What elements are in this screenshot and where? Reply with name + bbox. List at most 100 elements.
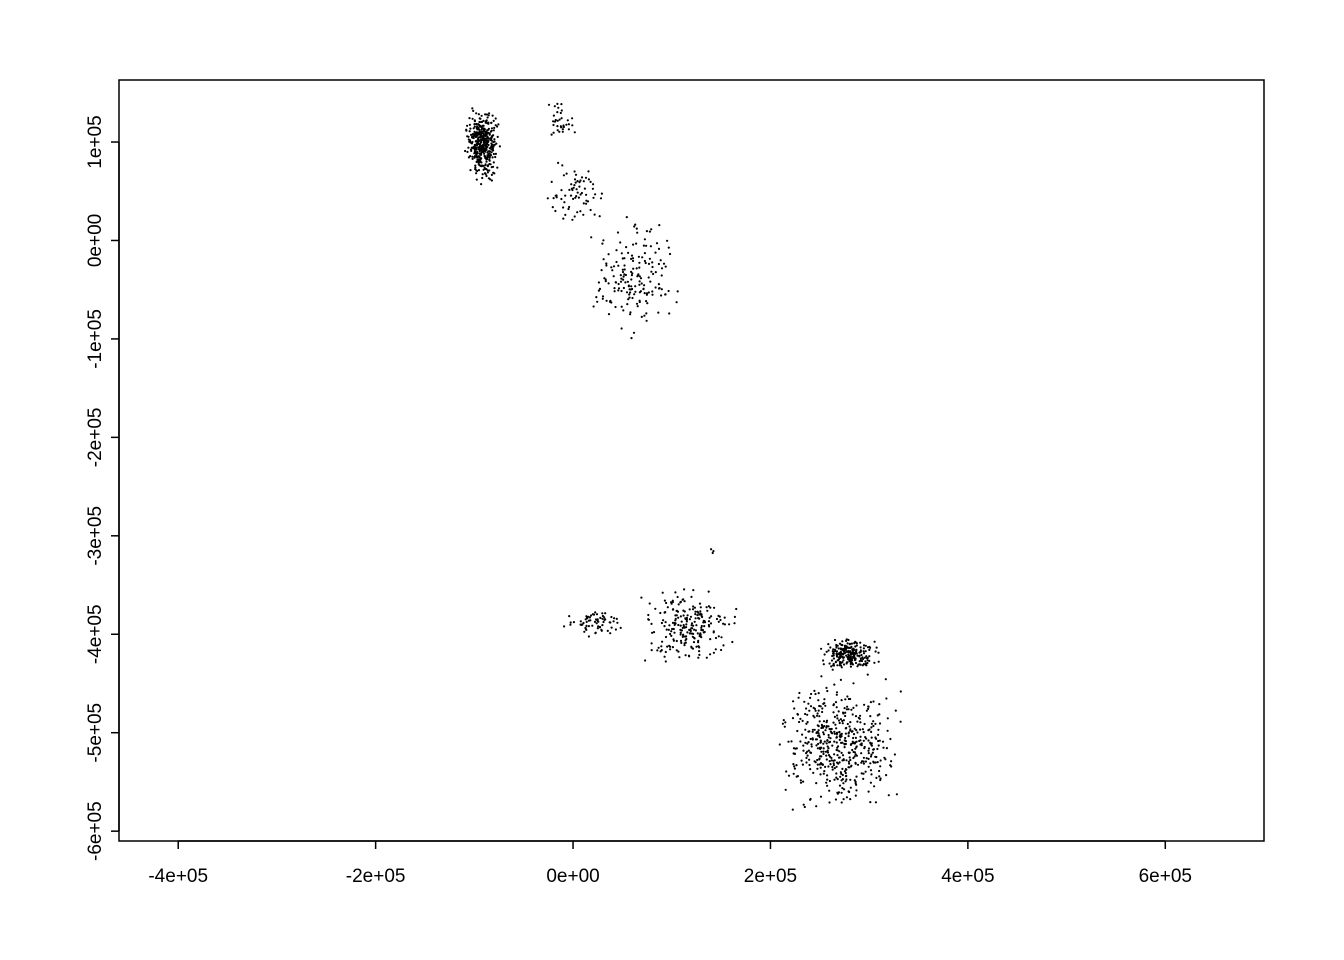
data-point bbox=[843, 644, 847, 647]
data-point bbox=[818, 736, 821, 739]
data-point bbox=[862, 647, 866, 650]
data-point bbox=[828, 740, 832, 744]
data-point bbox=[861, 728, 865, 731]
data-point bbox=[853, 755, 856, 758]
data-point bbox=[600, 628, 603, 631]
data-point bbox=[645, 312, 648, 315]
data-point bbox=[807, 749, 811, 752]
data-point bbox=[491, 143, 494, 146]
data-point bbox=[862, 731, 865, 734]
data-point bbox=[677, 603, 680, 606]
data-point bbox=[825, 650, 828, 653]
data-point bbox=[601, 612, 604, 615]
data-point bbox=[878, 769, 881, 773]
data-point bbox=[668, 252, 672, 256]
data-point bbox=[634, 290, 637, 293]
x-tick-label: 2e+05 bbox=[744, 866, 797, 887]
data-point bbox=[876, 747, 879, 751]
data-point bbox=[478, 120, 481, 124]
data-point bbox=[812, 771, 815, 775]
data-point bbox=[854, 657, 857, 660]
data-point bbox=[799, 781, 803, 784]
data-point bbox=[679, 624, 682, 627]
data-point bbox=[469, 139, 472, 142]
data-point bbox=[484, 150, 487, 153]
data-point bbox=[604, 618, 607, 621]
x-tick-label: -4e+05 bbox=[148, 866, 208, 887]
data-point bbox=[844, 698, 847, 701]
data-point bbox=[877, 651, 880, 654]
data-point bbox=[480, 120, 483, 124]
data-point bbox=[719, 618, 722, 622]
data-point bbox=[670, 601, 673, 604]
data-point bbox=[668, 312, 671, 315]
data-point bbox=[603, 616, 606, 619]
data-point bbox=[839, 775, 842, 778]
data-point bbox=[833, 753, 836, 756]
data-point bbox=[660, 267, 664, 270]
data-point bbox=[672, 627, 675, 631]
data-point bbox=[839, 647, 843, 650]
data-point bbox=[471, 147, 474, 150]
data-point bbox=[817, 699, 820, 702]
data-point bbox=[828, 760, 831, 763]
data-point bbox=[643, 259, 647, 263]
data-point bbox=[568, 188, 571, 191]
data-point bbox=[471, 157, 474, 160]
data-point bbox=[685, 623, 688, 626]
data-point bbox=[671, 627, 674, 631]
data-point bbox=[590, 236, 593, 239]
data-point bbox=[488, 169, 491, 172]
data-point bbox=[846, 642, 849, 645]
data-point bbox=[781, 722, 785, 725]
data-point bbox=[645, 300, 648, 303]
data-point bbox=[473, 156, 476, 159]
data-point bbox=[826, 778, 829, 781]
data-point bbox=[559, 125, 563, 128]
data-point bbox=[480, 151, 483, 155]
data-point bbox=[633, 225, 636, 228]
data-point bbox=[879, 759, 882, 762]
data-point bbox=[833, 715, 837, 719]
data-point bbox=[596, 627, 599, 630]
data-point bbox=[671, 621, 675, 625]
data-point bbox=[607, 253, 610, 256]
data-point bbox=[621, 268, 624, 271]
y-tick-label: -3e+05 bbox=[85, 506, 106, 566]
data-point bbox=[853, 742, 856, 745]
data-point bbox=[809, 696, 812, 700]
data-point bbox=[845, 796, 849, 799]
data-point bbox=[890, 760, 893, 763]
data-point bbox=[841, 773, 844, 777]
data-point bbox=[864, 650, 867, 653]
data-point bbox=[817, 742, 820, 746]
data-point bbox=[852, 706, 855, 710]
data-point bbox=[602, 620, 605, 624]
data-point bbox=[864, 662, 867, 666]
data-point bbox=[810, 745, 813, 748]
data-point bbox=[625, 246, 628, 249]
data-point bbox=[698, 613, 701, 616]
data-point bbox=[602, 239, 605, 242]
data-point bbox=[651, 290, 654, 293]
data-point bbox=[587, 625, 591, 628]
data-point bbox=[671, 646, 675, 649]
data-point bbox=[594, 193, 597, 196]
data-point bbox=[823, 698, 826, 701]
data-point bbox=[814, 692, 817, 696]
data-point bbox=[636, 305, 639, 308]
data-point bbox=[648, 257, 652, 260]
data-point bbox=[643, 252, 647, 255]
data-point bbox=[853, 727, 856, 730]
data-point bbox=[823, 770, 826, 773]
data-point bbox=[848, 762, 851, 765]
data-point bbox=[847, 751, 850, 754]
data-point bbox=[842, 712, 845, 715]
data-point bbox=[483, 148, 486, 151]
data-point bbox=[484, 120, 487, 123]
data-point bbox=[877, 728, 880, 731]
data-point bbox=[863, 703, 866, 706]
data-point bbox=[836, 717, 839, 720]
data-point bbox=[804, 741, 807, 744]
data-point bbox=[885, 774, 888, 777]
